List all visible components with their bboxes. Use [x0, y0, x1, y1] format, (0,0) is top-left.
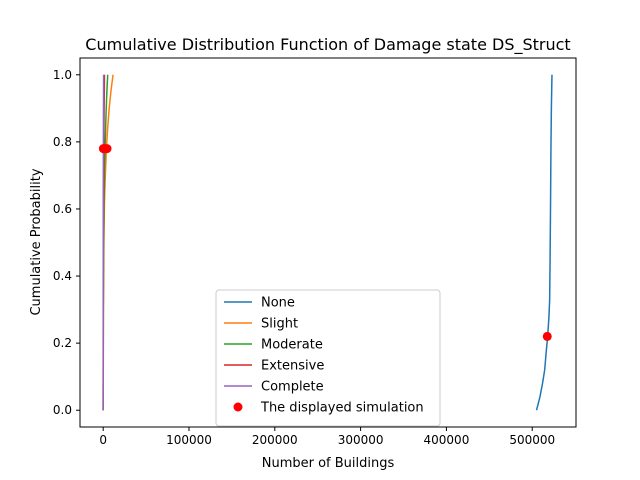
y-axis-label: Cumulative Probability	[29, 168, 44, 315]
x-tick-label: 300000	[338, 433, 384, 447]
y-tick-label: 0.2	[53, 336, 72, 350]
y-tick-label: 0.6	[53, 202, 72, 216]
plot-area: 0 100000 200000 300000 400000 500000 0.0 0.2 0.4…	[53, 57, 577, 447]
legend: None Slight Moderate Extensive Complete The d…	[215, 289, 441, 427]
legend-label-complete: Complete	[261, 380, 324, 395]
chart-title: Cumulative Distribution Function of Dama…	[85, 35, 570, 55]
x-tick-label: 0	[99, 433, 107, 447]
legend-label-extensive: Extensive	[261, 359, 324, 374]
y-tick-label: 1.0	[53, 68, 72, 82]
y-tick-label: 0.4	[53, 269, 72, 283]
axes-frame	[79, 57, 577, 428]
legend-label-none: None	[261, 296, 295, 311]
y-tick-label: 0.8	[53, 135, 72, 149]
legend-swatch-simulation	[233, 402, 243, 412]
x-tick-label: 100000	[166, 433, 212, 447]
x-axis-label: Number of Buildings	[262, 456, 395, 471]
x-tick-label: 500000	[509, 433, 555, 447]
legend-label-simulation: The displayed simulation	[260, 401, 424, 416]
x-tick-label: 400000	[424, 433, 470, 447]
simulation-point-1	[542, 331, 552, 341]
legend-box	[215, 289, 441, 427]
legend-label-slight: Slight	[261, 317, 298, 332]
simulation-point-5	[98, 144, 108, 154]
x-tick-label: 200000	[252, 433, 298, 447]
y-tick-label: 0.0	[53, 403, 72, 417]
legend-label-moderate: Moderate	[261, 338, 323, 353]
series-line-none	[535, 74, 553, 411]
